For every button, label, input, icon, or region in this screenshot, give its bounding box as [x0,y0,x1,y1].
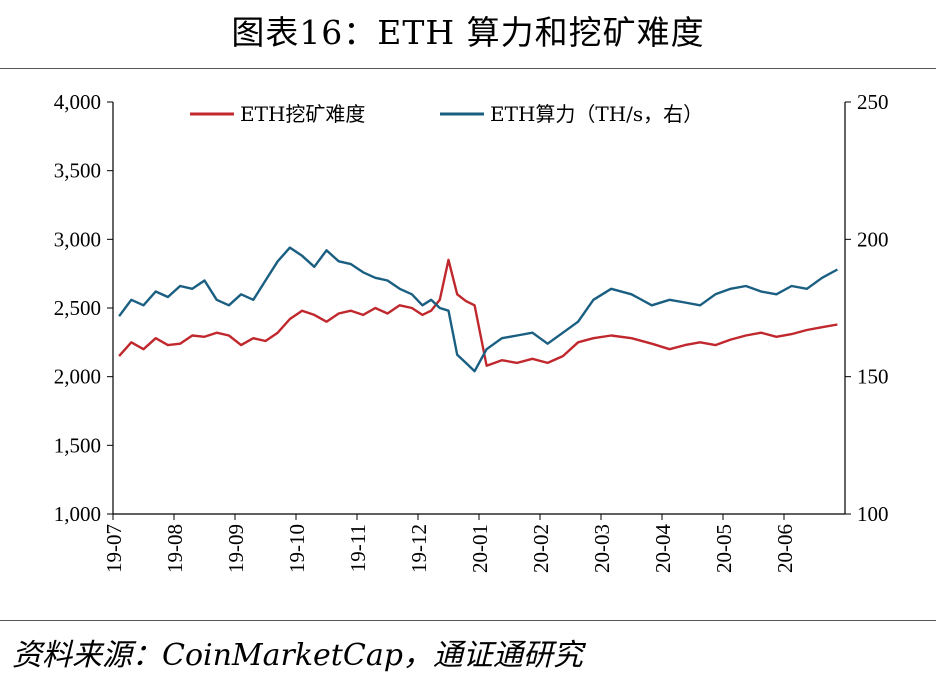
x-tick-label: 19-10 [285,524,309,573]
left-tick-label: 3,500 [54,159,101,183]
bottom-rule [0,620,936,621]
x-tick-label: 19-12 [407,524,431,573]
legend-label: ETH算力（TH/s，右） [490,102,703,126]
right-tick-label: 100 [857,502,889,526]
x-tick-label: 20-02 [529,524,553,573]
right-tick-label: 200 [857,227,889,251]
legend: ETH挖矿难度 ETH算力（TH/s，右） [190,102,703,126]
legend-label: ETH挖矿难度 [240,102,365,126]
left-tick-label: 3,000 [54,227,101,251]
axes: 1,000 1,500 2,000 2,500 3,000 3,500 4,000 100 15… [54,90,889,573]
x-tick-label: 20-01 [468,524,492,573]
x-tick-label: 19-09 [224,524,248,573]
hashrate-line [118,246,838,373]
left-tick-label: 4,000 [54,90,101,114]
top-rule [0,68,936,69]
x-tick-label: 20-03 [590,524,614,573]
left-tick-label: 1,000 [54,502,101,526]
right-tick-label: 150 [857,365,889,389]
left-tick-label: 1,500 [54,433,101,457]
left-tick-label: 2,500 [54,296,101,320]
x-tick-label: 20-04 [651,524,675,573]
x-tick-label: 20-05 [712,524,736,573]
x-tick-label: 19-07 [102,524,126,573]
left-tick-label: 2,000 [54,365,101,389]
x-tick-label: 19-11 [346,524,370,572]
x-tick-label: 19-08 [163,524,187,573]
x-tick-label: 20-06 [773,524,797,573]
chart-svg: 1,000 1,500 2,000 2,500 3,000 3,500 4,000 100 15… [54,90,889,573]
series-layer [118,246,838,373]
right-tick-label: 250 [857,90,889,114]
source-note: 资料来源：CoinMarketCap，通证通研究 [12,638,583,673]
difficulty-line [118,258,838,367]
chart-title: 图表16：ETH 算力和挖矿难度 [231,13,705,52]
